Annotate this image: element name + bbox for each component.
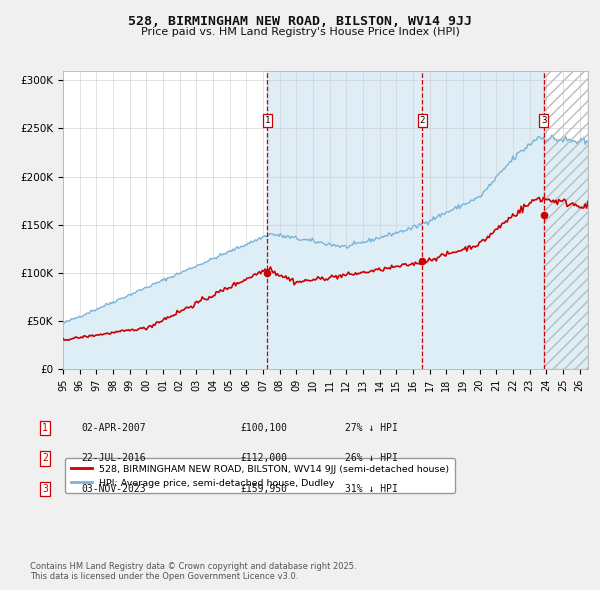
Text: 3: 3 (541, 116, 547, 125)
Text: Contains HM Land Registry data © Crown copyright and database right 2025.
This d: Contains HM Land Registry data © Crown c… (30, 562, 356, 581)
Text: 528, BIRMINGHAM NEW ROAD, BILSTON, WV14 9JJ: 528, BIRMINGHAM NEW ROAD, BILSTON, WV14 … (128, 15, 472, 28)
Legend: 528, BIRMINGHAM NEW ROAD, BILSTON, WV14 9JJ (semi-detached house), HPI: Average : 528, BIRMINGHAM NEW ROAD, BILSTON, WV14 … (65, 458, 455, 493)
Text: 2: 2 (419, 116, 425, 125)
Text: 22-JUL-2016: 22-JUL-2016 (81, 454, 146, 463)
Text: 02-APR-2007: 02-APR-2007 (81, 423, 146, 432)
Bar (544, 71, 588, 369)
Text: 1: 1 (42, 423, 48, 432)
Text: 31% ↓ HPI: 31% ↓ HPI (345, 484, 398, 494)
Text: 03-NOV-2023: 03-NOV-2023 (81, 484, 146, 494)
Text: £100,100: £100,100 (240, 423, 287, 432)
Text: 26% ↓ HPI: 26% ↓ HPI (345, 454, 398, 463)
Text: £159,950: £159,950 (240, 484, 287, 494)
Text: 3: 3 (42, 484, 48, 494)
Text: 2: 2 (42, 454, 48, 463)
Text: Price paid vs. HM Land Registry's House Price Index (HPI): Price paid vs. HM Land Registry's House … (140, 27, 460, 37)
Text: 27% ↓ HPI: 27% ↓ HPI (345, 423, 398, 432)
Text: £112,000: £112,000 (240, 454, 287, 463)
Text: 1: 1 (265, 116, 270, 125)
Bar (267, 71, 544, 369)
